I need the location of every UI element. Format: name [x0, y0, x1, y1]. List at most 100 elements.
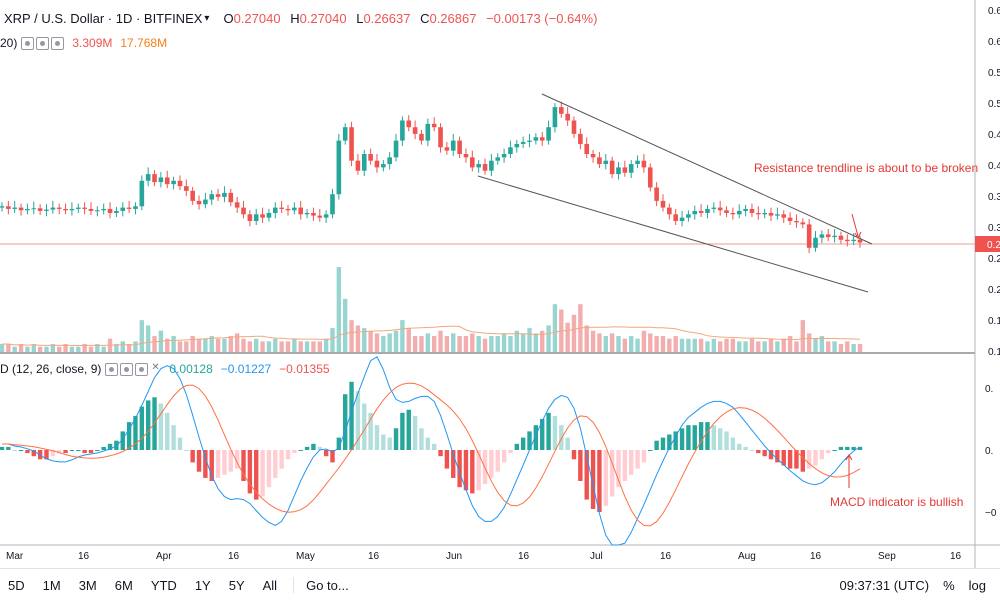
macd-hist-bar: [343, 394, 348, 450]
candle-body: [508, 147, 513, 154]
macd-hist-bar: [533, 425, 539, 450]
macd-hist-bar: [107, 443, 113, 450]
candle-body: [838, 235, 844, 240]
eye-icon[interactable]: [105, 362, 119, 376]
candle-body: [234, 202, 240, 208]
candle-body: [56, 207, 62, 209]
volume-bar: [145, 325, 151, 352]
price-tick-label: 0.6: [988, 37, 1000, 48]
macd-hist-bar: [82, 450, 87, 454]
candle-body: [527, 140, 532, 142]
time-tick-label: Sep: [878, 551, 896, 562]
volume-bar: [76, 346, 81, 352]
candle-body: [387, 157, 392, 165]
macd-hist-bar: [800, 450, 805, 472]
volume-bar: [279, 341, 284, 352]
volume-bar: [648, 333, 653, 352]
price-tick-label: 0.4: [988, 130, 1000, 141]
range-5d[interactable]: 5D: [8, 577, 25, 593]
macd-hist-bar: [25, 450, 30, 454]
volume-bar: [241, 338, 246, 352]
macd-hist-bar: [304, 446, 310, 450]
range-ytd[interactable]: YTD: [150, 577, 177, 593]
volume-bar: [609, 333, 615, 352]
chart-grid: [0, 0, 1000, 568]
macd-hist-bar: [279, 450, 284, 469]
price-tick-label: 0.3: [988, 223, 1000, 234]
eye-icon[interactable]: [21, 36, 35, 50]
volume-bar: [273, 338, 278, 352]
candle-body: [565, 113, 570, 121]
volume-bar: [63, 344, 68, 352]
candle-body: [222, 192, 227, 197]
macd-hist-bar: [139, 406, 145, 450]
volume-bar: [165, 338, 170, 352]
macd-hist-bar: [597, 450, 602, 512]
macd-hist-bar: [349, 381, 354, 450]
volume-bar: [540, 330, 545, 352]
range-all[interactable]: All: [262, 577, 278, 593]
candle-body: [133, 206, 138, 209]
price-tick-label: 0.5: [988, 68, 1000, 79]
macd-tick-label: 0.: [985, 384, 993, 395]
candle-body: [438, 127, 443, 148]
volume-bar: [514, 330, 519, 352]
macd-hist-bar: [368, 412, 373, 450]
time-tick-label: Jul: [590, 551, 603, 562]
goto-button[interactable]: Go to...: [306, 577, 349, 593]
price-tick-label: 0.1: [988, 316, 1000, 327]
macd-lines: [2, 356, 861, 546]
macd-hist-bar: [540, 419, 545, 450]
volume-bar: [489, 336, 494, 352]
range-3m[interactable]: 3M: [78, 577, 97, 593]
macd-hist-bar: [101, 446, 106, 450]
candle-body: [520, 141, 526, 144]
candle-body: [768, 212, 774, 216]
macd-hist-bar: [813, 450, 818, 466]
volume-bar: [12, 346, 17, 352]
candle-body: [285, 208, 291, 211]
range-5y[interactable]: 5Y: [228, 577, 245, 593]
candle-body: [0, 206, 5, 208]
macd-hist-bar: [667, 434, 672, 450]
candle-body: [686, 214, 691, 218]
volume-bar: [463, 336, 469, 352]
symbol-title[interactable]: XRP / U.S. Dollar · 1D · BITFINEX: [4, 10, 203, 26]
candle-body: [31, 208, 37, 210]
time-tick-label: 16: [518, 551, 530, 562]
candle-body: [616, 167, 621, 175]
macd-hist-bar: [737, 443, 742, 450]
candle-body: [622, 167, 628, 173]
gear-icon[interactable]: [120, 362, 134, 376]
volume-bar: [819, 336, 825, 352]
close-icon[interactable]: [150, 362, 162, 374]
price-chart[interactable]: Resistance trendline is about to be brok…: [0, 0, 1000, 568]
macd-hist-bar: [374, 425, 380, 450]
volume-bar: [584, 325, 589, 352]
macd-hist-bar: [412, 415, 418, 450]
volume-bar: [476, 336, 481, 352]
volume-bar: [438, 330, 443, 352]
volume-bar: [209, 336, 214, 352]
log-toggle[interactable]: log: [968, 577, 986, 593]
chevron-down-icon[interactable]: ▾: [204, 12, 210, 24]
macd-hist-bar: [476, 450, 481, 491]
volume-bar: [654, 336, 659, 352]
candle-body: [673, 214, 678, 221]
macd-annotation: MACD indicator is bullish: [830, 495, 963, 509]
range-6m[interactable]: 6M: [114, 577, 133, 593]
percent-toggle[interactable]: %: [943, 577, 955, 593]
settings-icon[interactable]: [135, 362, 149, 376]
settings-icon[interactable]: [51, 36, 65, 50]
range-1m[interactable]: 1M: [42, 577, 61, 593]
volume-bar: [387, 333, 392, 352]
candle-body: [717, 207, 723, 211]
volume-bar: [749, 338, 755, 352]
range-1y[interactable]: 1Y: [194, 577, 211, 593]
candle-body: [368, 154, 373, 161]
volume-bar: [673, 336, 678, 352]
low-value: 0.26637: [363, 10, 411, 26]
macd-hist-bar: [775, 450, 780, 463]
gear-icon[interactable]: [36, 36, 50, 50]
volume-bar: [857, 344, 863, 352]
